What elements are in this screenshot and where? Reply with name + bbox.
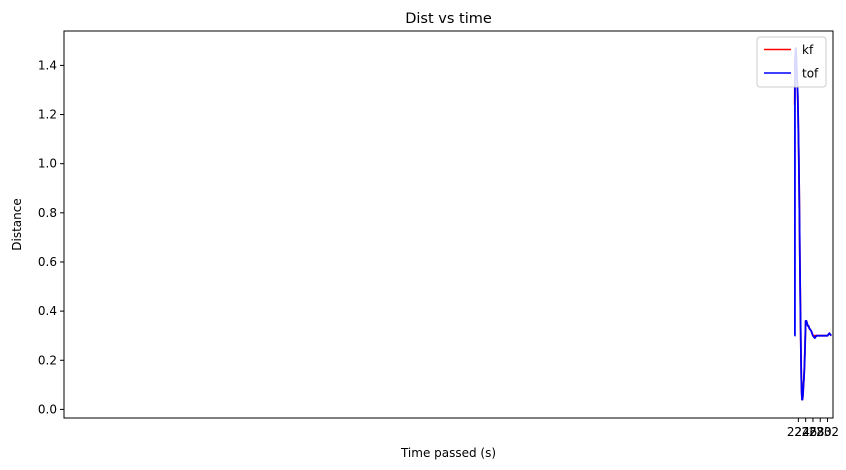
y-axis-label: Distance bbox=[10, 198, 24, 250]
x-axis-label: Time passed (s) bbox=[400, 446, 496, 460]
plot-frame bbox=[63, 30, 834, 419]
x-tick-label: 224 bbox=[787, 425, 810, 439]
x-tick-label: 230 bbox=[809, 425, 832, 439]
legend-label-tof: tof bbox=[802, 67, 819, 81]
y-tick-label: 0.0 bbox=[38, 402, 57, 416]
x-tick-label: 228 bbox=[802, 425, 825, 439]
y-tick-label: 0.8 bbox=[38, 206, 57, 220]
y-tick-label: 0.6 bbox=[38, 255, 57, 269]
y-tick-label: 1.0 bbox=[38, 157, 57, 171]
y-tick-label: 0.2 bbox=[38, 353, 57, 367]
y-tick-label: 1.2 bbox=[38, 108, 57, 122]
chart-title: Dist vs time bbox=[405, 11, 492, 27]
y-axis: 0.0 0.2 0.4 0.6 0.8 1.0 1.2 1.4 bbox=[38, 58, 64, 416]
x-tick-label: 226 bbox=[794, 425, 817, 439]
y-tick-label: 0.4 bbox=[38, 304, 57, 318]
x-tick-label: 232 bbox=[816, 425, 839, 439]
legend: kf tof bbox=[756, 36, 827, 88]
y-tick-label: 1.4 bbox=[38, 58, 57, 72]
legend-label-kf: kf bbox=[802, 43, 814, 57]
